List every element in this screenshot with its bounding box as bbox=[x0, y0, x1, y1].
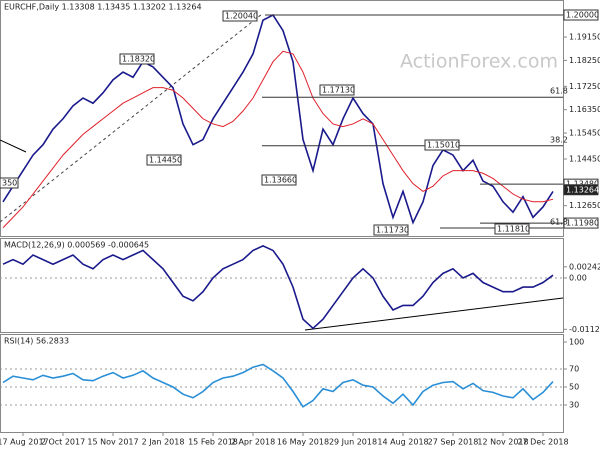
y-tick-label: 1.18250 bbox=[569, 56, 600, 65]
y-tick-label: -0.011211 bbox=[569, 325, 600, 334]
annotation-box bbox=[494, 223, 530, 235]
annotation-box bbox=[0, 177, 19, 189]
y-tick-label: 1.12650 bbox=[569, 201, 600, 210]
annotation: 1.11730 bbox=[376, 226, 409, 235]
y-tick-label: 0.00 bbox=[569, 273, 587, 282]
y-tick-label: 50 bbox=[569, 383, 579, 392]
x-tick-label: 2 Apr 2018 bbox=[231, 438, 275, 447]
x-tick-label: 27 Dec 2018 bbox=[517, 438, 568, 447]
y-tick-label: 1.17250 bbox=[569, 82, 600, 91]
level-label: 1.20000 bbox=[566, 11, 599, 20]
x-tick-label: 12 Nov 2018 bbox=[477, 438, 528, 447]
annotation: 1.17130 bbox=[322, 86, 355, 95]
x-tick-label: 15 Nov 2017 bbox=[87, 438, 138, 447]
level-box bbox=[563, 217, 599, 229]
fib-label: 38.2 bbox=[550, 135, 568, 144]
annotation: 1.18320 bbox=[122, 55, 155, 64]
x-tick-label: 27 Sep 2018 bbox=[428, 438, 479, 447]
x-tick-label: 14 Aug 2018 bbox=[377, 438, 428, 447]
y-tick-label: 1.15450 bbox=[569, 129, 600, 138]
price-frame bbox=[0, 0, 564, 237]
annotation-box bbox=[119, 53, 155, 65]
annotation-box bbox=[424, 139, 460, 151]
annotation-box bbox=[319, 84, 355, 96]
header: EURCHF,Daily 1.13308 1.13435 1.13202 1.1… bbox=[4, 3, 202, 12]
annotation: 350 bbox=[2, 179, 17, 188]
trend-line bbox=[304, 297, 564, 331]
annotation-box bbox=[146, 154, 182, 166]
annotation-box bbox=[261, 174, 297, 186]
trend-line bbox=[0, 139, 27, 153]
series-line bbox=[2, 50, 554, 229]
x-tick-label: 15 Feb 2018 bbox=[188, 438, 238, 447]
x-tick-label: 2 Jan 2018 bbox=[142, 438, 185, 447]
level-label: 1.13264 bbox=[566, 185, 599, 194]
y-tick-label: 1.16350 bbox=[569, 105, 600, 114]
level-label: 1.11980 bbox=[566, 219, 599, 228]
y-tick-label: 1.19150 bbox=[569, 33, 600, 42]
trend-line bbox=[0, 13, 263, 223]
annotation: 1.15010 bbox=[427, 141, 460, 150]
level-label: 1.13480 bbox=[566, 180, 599, 189]
annotation: 1.14450 bbox=[149, 156, 182, 165]
watermark: ActionForex.com bbox=[400, 51, 558, 73]
macd-frame bbox=[0, 238, 564, 333]
y-tick-label: 0.002429 bbox=[569, 262, 600, 271]
annotation: 1.11810 bbox=[497, 225, 530, 234]
annotation-box bbox=[373, 224, 409, 236]
level-box bbox=[563, 9, 599, 21]
rsi-title: RSI(14) 56.2833 bbox=[4, 337, 69, 346]
macd-title: MACD(12,26,9) 0.000569 -0.000645 bbox=[4, 241, 149, 250]
annotation: 1.20040 bbox=[225, 12, 258, 21]
x-tick-label: 16 May 2018 bbox=[277, 438, 329, 447]
annotation-box bbox=[222, 10, 258, 22]
fib-label: 61.8 bbox=[550, 217, 568, 226]
y-tick-label: 1.14450 bbox=[569, 154, 600, 163]
annotation: 1.13660 bbox=[264, 176, 297, 185]
fib-label: 61.8 bbox=[550, 87, 568, 96]
x-tick-label: 17 Aug 2017 bbox=[0, 438, 49, 447]
x-tick-label: 29 Jun 2018 bbox=[329, 438, 377, 447]
rsi-frame bbox=[0, 334, 564, 433]
series-line bbox=[2, 363, 554, 408]
series-line bbox=[2, 13, 554, 225]
x-tick-label: 2 Oct 2017 bbox=[41, 438, 85, 447]
y-tick-label: 30 bbox=[569, 401, 579, 410]
series-line bbox=[2, 244, 554, 330]
level-box bbox=[563, 184, 599, 196]
y-tick-label: 70 bbox=[569, 365, 579, 374]
y-tick-label: 100 bbox=[569, 338, 584, 347]
